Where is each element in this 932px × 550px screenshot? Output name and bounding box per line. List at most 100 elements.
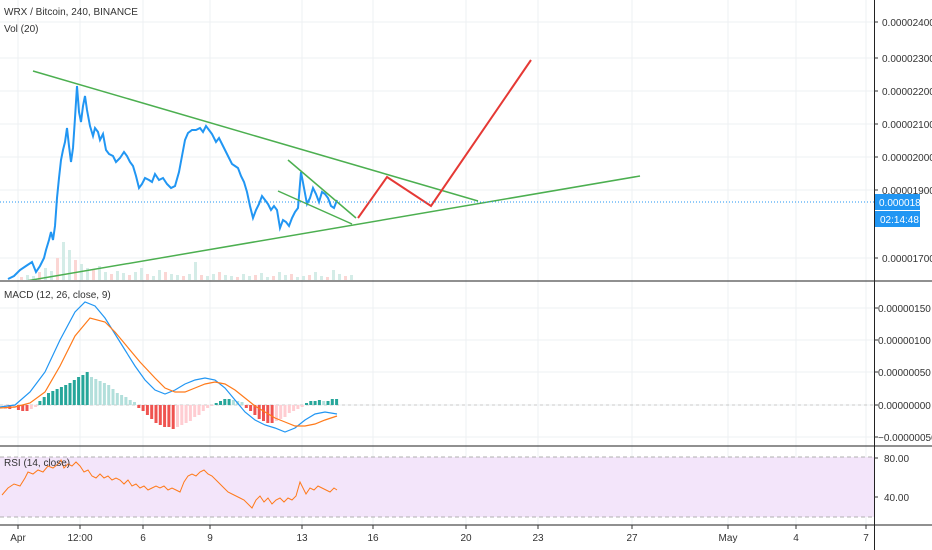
macd-histogram-bar bbox=[133, 402, 136, 405]
trend-line[interactable] bbox=[277, 190, 353, 225]
countdown-label: 02:14:48 bbox=[880, 215, 919, 226]
macd-histogram-bar bbox=[145, 405, 149, 415]
volume-bar bbox=[32, 276, 35, 280]
volume-bar bbox=[134, 272, 137, 280]
macd-histogram-bar bbox=[240, 402, 244, 405]
rsi-band bbox=[0, 456, 874, 518]
macd-histogram-bar bbox=[163, 405, 167, 427]
macd-histogram-bar bbox=[38, 401, 42, 405]
rsi-axis[interactable]: 80.00 40.00 bbox=[874, 454, 909, 504]
macd-histogram-bar bbox=[171, 405, 175, 429]
macd-signal-line bbox=[0, 317, 338, 427]
time-tick-label: 4 bbox=[793, 533, 799, 544]
volume-bar bbox=[38, 272, 41, 280]
macd-histogram-bar bbox=[150, 405, 154, 419]
volume-bar bbox=[194, 262, 197, 280]
time-tick-label: 27 bbox=[626, 533, 638, 544]
rsi-line bbox=[1, 458, 338, 509]
volume-bar bbox=[98, 266, 101, 280]
volume-bar bbox=[296, 277, 299, 280]
volume-bar bbox=[182, 276, 185, 280]
volume-legend[interactable]: Vol (20) bbox=[4, 24, 38, 35]
time-tick-label: 20 bbox=[460, 533, 472, 544]
price-tick-label: 0.00001700 bbox=[882, 254, 932, 265]
macd-histogram-bar bbox=[21, 405, 25, 411]
macd-axis[interactable]: 0.00000150 0.00000100 0.00000050 0.00000000… bbox=[874, 304, 932, 444]
time-axis[interactable]: Apr 12:00 6 9 13 16 20 23 27 May 4 7 bbox=[10, 525, 869, 544]
macd-histogram-bar bbox=[262, 405, 265, 421]
macd-histogram-bar bbox=[137, 405, 141, 408]
macd-legend[interactable]: MACD (12, 26, close, 9) bbox=[4, 290, 111, 301]
macd-histogram-bar bbox=[154, 405, 158, 423]
time-tick-label: Apr bbox=[10, 533, 26, 544]
current-price-tag: 0.00001869 02:14:48 bbox=[875, 194, 932, 227]
volume-bar bbox=[302, 276, 305, 280]
volume-bar bbox=[326, 277, 329, 280]
volume-bar bbox=[44, 268, 47, 280]
macd-histogram-bar bbox=[210, 405, 214, 406]
macd-histogram-bar bbox=[141, 405, 145, 411]
price-axis[interactable]: 0.00002400 0.00002300 0.00002200 0.00002100… bbox=[874, 18, 932, 265]
volume-bar bbox=[284, 275, 287, 280]
macd-histogram-bar bbox=[29, 405, 33, 409]
macd-histogram-bar bbox=[206, 405, 210, 408]
macd-histogram-bar bbox=[249, 405, 253, 411]
volume-bar bbox=[254, 275, 257, 280]
macd-histogram-bar bbox=[326, 401, 330, 405]
volume-bar bbox=[308, 275, 311, 280]
volume-bar bbox=[350, 275, 353, 280]
volume-bar bbox=[104, 272, 107, 280]
volume-bar bbox=[122, 273, 125, 280]
volume-bar bbox=[338, 274, 341, 280]
macd-histogram-bar bbox=[128, 400, 132, 405]
time-tick-label: 7 bbox=[863, 533, 869, 544]
macd-histogram-bar bbox=[34, 405, 38, 407]
volume-bar bbox=[176, 275, 179, 280]
price-tick-label: 0.00001900 bbox=[882, 186, 932, 197]
time-tick-label: 23 bbox=[532, 533, 544, 544]
macd-histogram-bar bbox=[305, 403, 308, 405]
trend-line[interactable] bbox=[287, 159, 357, 219]
time-tick-label: 9 bbox=[207, 533, 213, 544]
volume-bar bbox=[116, 271, 119, 280]
volume-bar bbox=[236, 277, 239, 280]
macd-histogram-bar bbox=[167, 405, 171, 427]
volume-bar bbox=[158, 270, 161, 280]
macd-histogram-bar bbox=[184, 405, 188, 423]
macd-histogram-bar bbox=[322, 401, 326, 405]
macd-histogram-bar bbox=[274, 405, 278, 421]
macd-histogram-bar bbox=[188, 405, 192, 421]
macd-histogram-bar bbox=[77, 377, 81, 405]
volume-bar bbox=[290, 274, 293, 280]
macd-tick-label: 0.00000000 bbox=[878, 401, 931, 412]
rsi-legend[interactable]: RSI (14, close) bbox=[4, 458, 70, 469]
macd-histogram-bar bbox=[120, 395, 124, 405]
volume-bar bbox=[314, 272, 317, 280]
macd-histogram-bar bbox=[42, 397, 46, 405]
macd-histogram-bar bbox=[85, 372, 89, 405]
volume-bar bbox=[86, 268, 89, 280]
macd-histogram-bar bbox=[111, 389, 115, 405]
macd-histogram-bar bbox=[313, 401, 317, 405]
macd-histogram-bar bbox=[124, 397, 128, 405]
volume-bar bbox=[200, 275, 203, 280]
macd-histogram-bar bbox=[51, 391, 55, 405]
volume-bar bbox=[50, 271, 53, 280]
volume-bar bbox=[146, 274, 149, 280]
volume-bar bbox=[230, 276, 233, 280]
volume-bar bbox=[344, 276, 347, 280]
volume-bar bbox=[206, 276, 209, 280]
macd-histogram-bar bbox=[279, 405, 283, 419]
trend-line[interactable] bbox=[32, 70, 479, 202]
macd-tick-label: 0.00000100 bbox=[878, 336, 931, 347]
macd-histogram-bar bbox=[244, 405, 248, 408]
macd-histogram-bar bbox=[180, 405, 184, 425]
time-tick-label: 6 bbox=[140, 533, 146, 544]
macd-histogram-bar bbox=[193, 405, 197, 417]
trend-line[interactable] bbox=[20, 175, 641, 282]
macd-histogram-bar bbox=[300, 405, 304, 407]
grid bbox=[0, 0, 874, 525]
symbol-title[interactable]: WRX / Bitcoin, 240, BINANCE bbox=[4, 7, 138, 18]
macd-line bbox=[0, 301, 338, 433]
